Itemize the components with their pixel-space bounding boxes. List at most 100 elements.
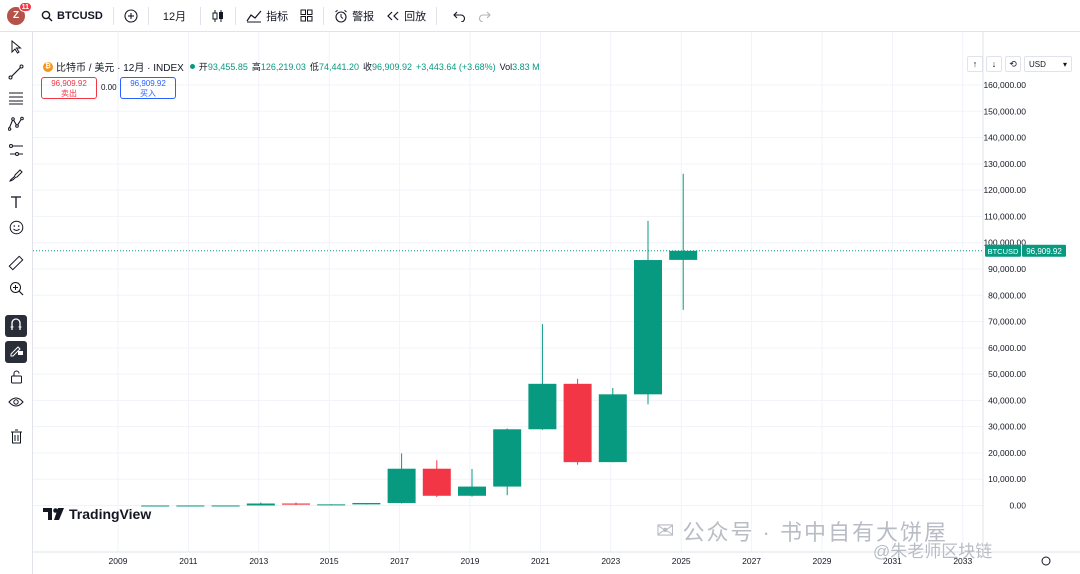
brush-tool[interactable]	[5, 167, 27, 189]
forecast-icon	[8, 143, 24, 162]
top-toolbar: Z 11 BTCUSD 12月 指标 警报	[0, 0, 1080, 32]
chart-pane[interactable]: 0.00 10,000.00 20,000.00 30,000.00 40,000.00…	[33, 32, 1080, 574]
price-tick-label: 130,000.00	[983, 159, 1026, 169]
avatar-letter: Z	[12, 10, 20, 21]
lock-icon	[10, 369, 23, 389]
candle-body	[458, 486, 486, 496]
lock-drawing-tool[interactable]	[5, 341, 27, 363]
scroll-up-button[interactable]: ↑	[967, 56, 983, 72]
price-tick-label: 40,000.00	[988, 395, 1026, 405]
price-tick-label: 20,000.00	[988, 448, 1026, 458]
candle	[563, 378, 592, 465]
price-tick-label: 120,000.00	[983, 185, 1026, 195]
notification-badge: 11	[18, 1, 32, 12]
candle	[246, 502, 275, 506]
zoom-icon	[9, 281, 24, 301]
chart-controls: ↑ ↓ ⟲ USD ▾	[967, 56, 1072, 72]
layouts-button[interactable]	[294, 3, 319, 29]
fib-tool[interactable]	[5, 89, 27, 111]
replay-button[interactable]: 回放	[380, 3, 432, 29]
arrow-down-icon: ↓	[991, 59, 997, 69]
price-tag-symbol: BTCUSD	[988, 247, 1019, 256]
price-tick-label: 110,000.00	[984, 211, 1026, 221]
divider	[112, 6, 114, 25]
symbol-search-button[interactable]: BTCUSD	[35, 3, 109, 29]
candle-body	[246, 503, 275, 506]
candle-body	[387, 468, 416, 503]
ruler-tool[interactable]	[5, 254, 27, 276]
delete-tool[interactable]	[5, 428, 27, 450]
emoji-tool[interactable]	[5, 219, 27, 241]
buy-price: 96,909.92	[130, 79, 166, 88]
buy-button[interactable]: 96,909.92 买入	[120, 77, 176, 99]
price-tick-label: 140,000.00	[983, 133, 1026, 143]
legend-change: +3,443.64 (+3.68%)	[416, 61, 496, 72]
legend-vol-label: Vol	[499, 61, 513, 72]
divider	[200, 6, 202, 25]
undo-button[interactable]	[447, 3, 472, 29]
legend-close-label: 收	[362, 62, 372, 72]
candle-body	[211, 505, 240, 507]
tradingview-logo[interactable]: TradingView	[43, 506, 151, 522]
sell-button[interactable]: 96,909.92 卖出	[41, 77, 97, 99]
time-tick-label: 2025	[672, 556, 691, 566]
forecast-tool[interactable]	[5, 141, 27, 163]
legend-vol: 3.83 M	[512, 61, 540, 72]
compare-symbol-button[interactable]	[118, 3, 144, 29]
cursor-tool[interactable]	[5, 38, 27, 60]
time-tick-label: 2015	[320, 556, 339, 566]
price-tick-label: 30,000.00	[988, 422, 1026, 432]
candle-body	[422, 468, 451, 496]
bitcoin-icon: ₿	[43, 61, 53, 72]
scroll-down-button[interactable]: ↓	[986, 56, 1002, 72]
auto-scale-button[interactable]: ⟲	[1005, 56, 1021, 72]
text-tool[interactable]	[5, 193, 27, 215]
time-tick-label: 2009	[109, 556, 128, 566]
candle	[176, 505, 205, 507]
eye-icon	[8, 395, 24, 413]
price-tick-label: 80,000.00	[988, 290, 1026, 300]
user-avatar[interactable]: Z 11	[7, 1, 32, 25]
watermark-line1: 公众号 · 书中自有大饼屋	[682, 520, 948, 545]
lock-drawing-icon	[9, 342, 24, 362]
wechat-icon: ✉	[656, 518, 677, 543]
currency-select[interactable]: USD ▾	[1024, 56, 1072, 72]
arrow-up-icon: ↑	[972, 59, 978, 69]
symbol-name: BTCUSD	[57, 9, 103, 22]
chart-type-button[interactable]	[205, 3, 231, 29]
refresh-icon: ⟲	[1009, 58, 1017, 69]
zoom-tool[interactable]	[5, 280, 27, 302]
candle-body	[669, 250, 698, 260]
interval-button[interactable]: 12月	[162, 10, 187, 23]
price-tick-label: 160,000.00	[983, 80, 1026, 90]
layouts-icon	[300, 9, 313, 22]
magnet-tool[interactable]	[5, 315, 27, 337]
alert-button[interactable]: 警报	[328, 3, 380, 29]
time-tick-label: 2033	[953, 556, 972, 566]
candle	[669, 173, 698, 310]
redo-button[interactable]	[472, 3, 497, 29]
indicators-button[interactable]: 指标	[240, 3, 294, 29]
price-tick-label: 10,000.00	[988, 474, 1026, 484]
indicators-icon	[246, 9, 262, 23]
price-tag-value: 96,909.92	[1026, 247, 1062, 256]
price-tag-value-bg	[1022, 244, 1066, 257]
price-chart[interactable]: 0.00 10,000.00 20,000.00 30,000.00 40,000.00…	[33, 32, 1080, 574]
candle	[211, 505, 240, 507]
time-tick-label: 2031	[883, 556, 902, 566]
hide-drawings-tool[interactable]	[5, 393, 27, 415]
legend-high-label: 高	[251, 62, 261, 72]
candle	[493, 428, 522, 496]
trend-line-tool[interactable]	[5, 63, 27, 85]
price-tag-symbol-bg	[985, 244, 1021, 257]
magnet-icon	[9, 317, 23, 336]
candle-body	[317, 504, 346, 506]
brush-icon	[8, 168, 24, 189]
lock-all-tool[interactable]	[5, 368, 27, 390]
time-tick-label: 2021	[531, 556, 550, 566]
replay-label: 回放	[404, 10, 427, 23]
legend-open: 93,455.85	[207, 61, 248, 72]
candle	[598, 388, 627, 463]
pattern-tool[interactable]	[5, 115, 27, 137]
price-tick-label: 150,000.00	[983, 106, 1026, 116]
